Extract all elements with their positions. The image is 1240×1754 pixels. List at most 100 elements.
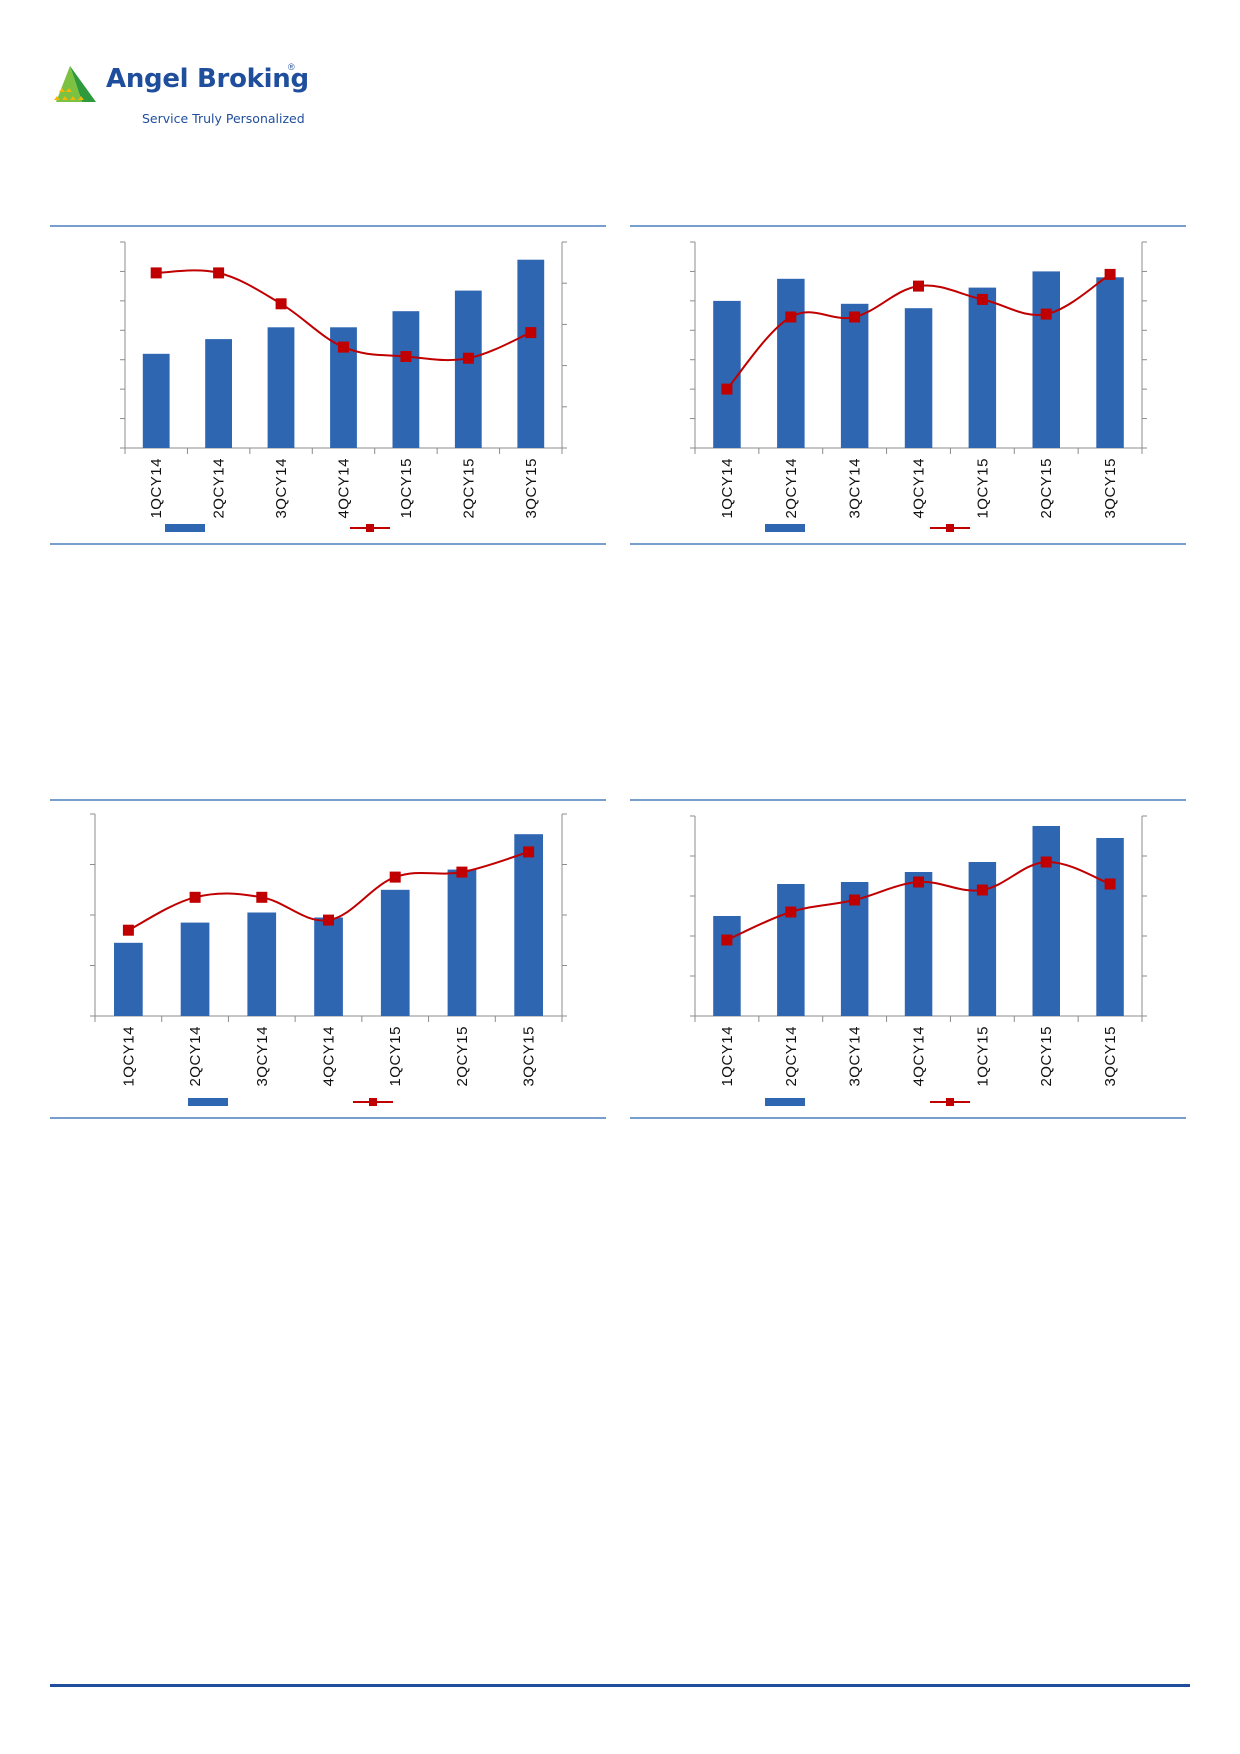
chart-panel-2: 1QCY14 2QCY14 3QCY14 4QCY14 1QCY15 2QCY15 3QCY…: [630, 224, 1186, 545]
x-tick-label: 1QCY15: [974, 458, 991, 519]
x-tick-label: 3QCY15: [1102, 458, 1119, 519]
x-tick-label: 1QCY14: [148, 458, 165, 519]
x-tick-label: 4QCY14: [336, 458, 353, 519]
x-tick-label: 1QCY14: [719, 1026, 736, 1087]
line-point: [849, 311, 861, 323]
x-tick-label: 2QCY15: [460, 458, 477, 519]
legend-line-marker: [946, 1098, 954, 1106]
line-point: [256, 891, 268, 903]
bar: [380, 889, 410, 1017]
line-point: [525, 327, 537, 339]
line-point: [275, 298, 287, 310]
x-tick-label: 2QCY14: [783, 458, 800, 519]
brand-name: Angel Broking: [106, 64, 309, 94]
footer-rule: [50, 1684, 1190, 1687]
line-point: [1104, 878, 1116, 890]
line-point: [189, 891, 201, 903]
bar: [1096, 277, 1124, 448]
line-point: [150, 267, 162, 279]
x-tick-label: 2QCY15: [1038, 1026, 1055, 1087]
x-tick-label: 1QCY15: [398, 458, 415, 519]
bar: [247, 912, 277, 1016]
bar: [114, 942, 143, 1016]
bar: [314, 917, 343, 1016]
line-point: [849, 894, 861, 906]
x-tick-label: 3QCY14: [847, 1026, 864, 1087]
x-tick-label: 1QCY14: [120, 1026, 137, 1087]
x-tick-label: 1QCY15: [387, 1026, 404, 1087]
x-tick-label: 3QCY14: [273, 458, 290, 519]
line-point: [721, 934, 733, 946]
line-point: [456, 866, 468, 878]
bar: [904, 872, 933, 1016]
line-point: [1104, 268, 1116, 280]
line-point: [323, 914, 334, 926]
bar: [392, 311, 420, 448]
legend-line-marker: [369, 1098, 377, 1106]
bar: [454, 290, 482, 448]
legend-bar-swatch: [765, 1098, 805, 1106]
bar: [205, 339, 232, 448]
legend-line-marker: [366, 524, 374, 532]
bar: [514, 834, 543, 1016]
company-logo: Angel Broking ® Service Truly Personaliz…: [52, 62, 312, 132]
line-point: [785, 311, 797, 323]
x-tick-label: 1QCY14: [719, 458, 736, 519]
x-tick-label: 2QCY14: [187, 1026, 204, 1087]
chart-1: 1QCY14 2QCY14 3QCY14 4QCY14 1QCY15 2QCY15 3QCY…: [50, 225, 606, 545]
chart-panel-4: 1QCY14 2QCY14 3QCY14 4QCY14 1QCY15 2QCY15 3QCY…: [630, 798, 1186, 1119]
bar: [180, 922, 210, 1016]
legend-line-marker: [946, 524, 954, 532]
line-point: [213, 267, 225, 279]
bar: [1032, 826, 1060, 1016]
line-point: [1040, 308, 1052, 320]
x-tick-label: 4QCY14: [321, 1026, 338, 1087]
line-point: [122, 924, 134, 936]
line-point: [389, 871, 401, 883]
x-tick-label: 3QCY14: [254, 1026, 271, 1087]
bar: [777, 884, 805, 1016]
line-point: [785, 906, 797, 918]
line-point: [976, 293, 988, 305]
bar: [713, 300, 741, 448]
line-point: [338, 341, 349, 353]
line-point: [913, 280, 924, 292]
line-point: [400, 351, 412, 362]
legend-bar-swatch: [188, 1098, 228, 1106]
x-tick-label: 3QCY15: [523, 458, 540, 519]
x-tick-label: 3QCY14: [847, 458, 864, 519]
brand-tagline: Service Truly Personalized: [142, 111, 305, 126]
x-tick-label: 2QCY15: [1038, 458, 1055, 519]
bar: [267, 327, 295, 448]
x-tick-label: 2QCY15: [454, 1026, 471, 1087]
bar: [517, 259, 545, 448]
bar: [713, 916, 741, 1016]
legend-bar-swatch: [165, 524, 205, 532]
bar: [840, 303, 869, 448]
registered-mark: ®: [288, 62, 295, 72]
chart-4: 1QCY14 2QCY14 3QCY14 4QCY14 1QCY15 2QCY15 3QCY…: [630, 799, 1186, 1119]
x-tick-label: 2QCY14: [783, 1026, 800, 1087]
bar: [904, 308, 933, 448]
bar: [1096, 838, 1124, 1016]
chart-panel-3: 1QCY14 2QCY14 3QCY14 4QCY14 1QCY15 2QCY15 3QCY…: [50, 798, 606, 1119]
chart-panel-1: 1QCY14 2QCY14 3QCY14 4QCY14 1QCY15 2QCY15 3QCY…: [50, 224, 606, 545]
line-point: [913, 876, 924, 888]
x-tick-label: 3QCY15: [1102, 1026, 1119, 1087]
x-tick-label: 4QCY14: [911, 458, 928, 519]
bar: [1032, 271, 1060, 448]
x-tick-label: 1QCY15: [974, 1026, 991, 1087]
line-point: [976, 884, 988, 896]
bar: [968, 287, 997, 448]
x-tick-label: 2QCY14: [211, 458, 228, 519]
chart-2: 1QCY14 2QCY14 3QCY14 4QCY14 1QCY15 2QCY15 3QCY…: [630, 225, 1186, 545]
line-point: [523, 846, 535, 858]
bar: [142, 353, 170, 448]
line-point: [462, 352, 474, 364]
x-tick-label: 4QCY14: [911, 1026, 928, 1087]
logo-triangle-icon: [54, 66, 96, 102]
legend-bar-swatch: [765, 524, 805, 532]
bar: [777, 278, 805, 448]
line-point: [1040, 856, 1052, 868]
x-tick-label: 3QCY15: [521, 1026, 538, 1087]
